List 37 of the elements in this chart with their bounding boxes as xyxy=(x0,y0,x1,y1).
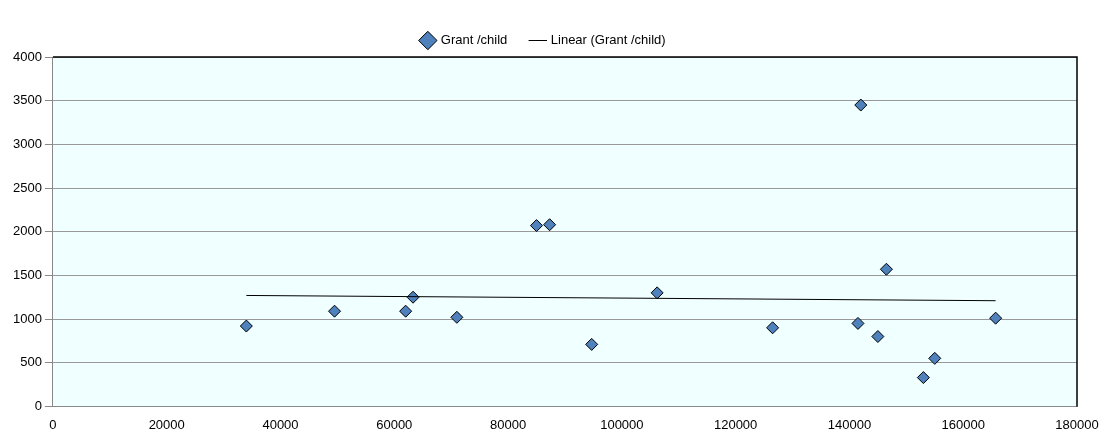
x-tick-label: 20000 xyxy=(148,416,185,432)
point xyxy=(879,262,893,276)
x-tick-label: 0 xyxy=(49,416,57,432)
y-tick-label: 3500 xyxy=(13,92,42,108)
y-tick-label: 500 xyxy=(20,354,42,370)
y-tick-label: 2000 xyxy=(13,223,42,239)
y-tick-label: 0 xyxy=(34,397,42,413)
point xyxy=(585,337,599,351)
point xyxy=(851,316,865,330)
y-tick-label: 3000 xyxy=(13,135,42,151)
point xyxy=(766,321,780,335)
point xyxy=(650,286,664,300)
legend-label: Grant /child xyxy=(440,32,508,48)
point xyxy=(928,351,942,365)
point xyxy=(916,371,930,385)
point xyxy=(450,310,464,324)
point xyxy=(543,218,557,232)
x-tick-label: 100000 xyxy=(600,416,644,432)
x-tick-label: 140000 xyxy=(827,416,872,432)
point xyxy=(989,311,1003,325)
x-tick-label: 40000 xyxy=(262,416,299,432)
point xyxy=(530,219,544,233)
point xyxy=(239,319,253,333)
point xyxy=(328,304,342,318)
x-tick-label: 180000 xyxy=(1055,416,1099,432)
legend-label: Linear (Grant /child) xyxy=(550,32,666,48)
y-tick-label: 4000 xyxy=(13,48,42,64)
point xyxy=(399,304,413,318)
point xyxy=(854,98,868,112)
y-tick-label: 1500 xyxy=(13,266,42,282)
x-tick-label: 80000 xyxy=(489,416,527,432)
point xyxy=(871,330,885,344)
y-tick-label: 1000 xyxy=(13,310,42,326)
x-tick-label: 60000 xyxy=(376,416,413,432)
y-tick-label: 2500 xyxy=(13,179,42,195)
x-tick-label: 160000 xyxy=(941,416,985,432)
x-tick-label: 120000 xyxy=(713,416,758,432)
